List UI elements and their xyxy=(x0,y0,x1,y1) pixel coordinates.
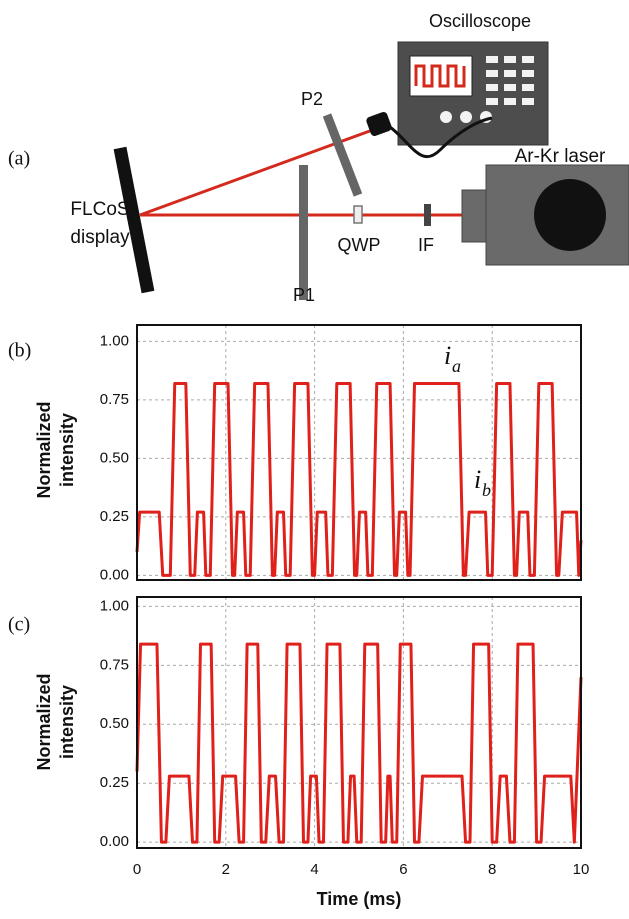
annotation: i xyxy=(444,341,451,370)
display-label: FLCoS xyxy=(70,199,129,220)
annotation: i xyxy=(474,465,481,494)
y-tick-label: 0.50 xyxy=(100,715,129,732)
scope-trace xyxy=(414,64,466,88)
y-tick-label: 1.00 xyxy=(100,597,129,614)
x-tick-label: 8 xyxy=(488,861,496,878)
x-tick-label: 0 xyxy=(133,861,141,878)
p1-label: P1 xyxy=(293,285,315,305)
if-label: IF xyxy=(418,235,434,255)
polarizer-p2 xyxy=(322,113,363,197)
panel-label: (b) xyxy=(8,340,31,362)
y-axis-label: Normalized xyxy=(34,401,54,498)
cable xyxy=(385,116,493,159)
y-tick-label: 0.00 xyxy=(100,833,129,850)
y-tick-label: 0.75 xyxy=(100,656,129,673)
x-axis-label: Time (ms) xyxy=(317,889,402,909)
detector xyxy=(366,111,392,137)
y-axis-label: Normalized xyxy=(34,673,54,770)
y-axis-label: intensity xyxy=(57,413,77,487)
polarizer-p1 xyxy=(299,165,308,300)
flcos-display xyxy=(113,146,155,294)
setup-diagram: Oscilloscope P2 (a) Ar-Kr laser FLCoS di… xyxy=(8,11,629,305)
plot-frame xyxy=(136,324,582,581)
laser-label: Ar-Kr laser xyxy=(515,146,606,167)
x-tick-label: 4 xyxy=(310,861,318,878)
filter xyxy=(424,204,431,226)
panel-label: (a) xyxy=(8,148,30,170)
data-line xyxy=(135,381,583,577)
p2-label: P2 xyxy=(301,89,323,109)
x-tick-label: 10 xyxy=(573,861,590,878)
y-tick-label: 1.00 xyxy=(100,332,129,349)
panel-label: (c) xyxy=(8,614,30,636)
y-axis-label: intensity xyxy=(57,685,77,759)
qwp xyxy=(353,205,363,224)
beam xyxy=(139,126,379,217)
laser-aperture xyxy=(534,179,606,251)
plot-frame xyxy=(136,596,582,849)
display-label: display xyxy=(70,227,130,248)
y-tick-label: 0.75 xyxy=(100,391,129,408)
x-tick-label: 6 xyxy=(399,861,407,878)
annotation-subscript: a xyxy=(452,356,461,376)
x-tick-label: 2 xyxy=(222,861,230,878)
laser-front xyxy=(461,189,489,243)
data-line xyxy=(135,642,583,844)
y-tick-label: 0.25 xyxy=(100,774,129,791)
y-tick-label: 0.00 xyxy=(100,566,129,583)
y-tick-label: 0.50 xyxy=(100,449,129,466)
oscilloscope-label: Oscilloscope xyxy=(429,11,531,31)
annotation-subscript: b xyxy=(482,480,491,500)
qwp-label: QWP xyxy=(338,235,381,255)
y-tick-label: 0.25 xyxy=(100,508,129,525)
